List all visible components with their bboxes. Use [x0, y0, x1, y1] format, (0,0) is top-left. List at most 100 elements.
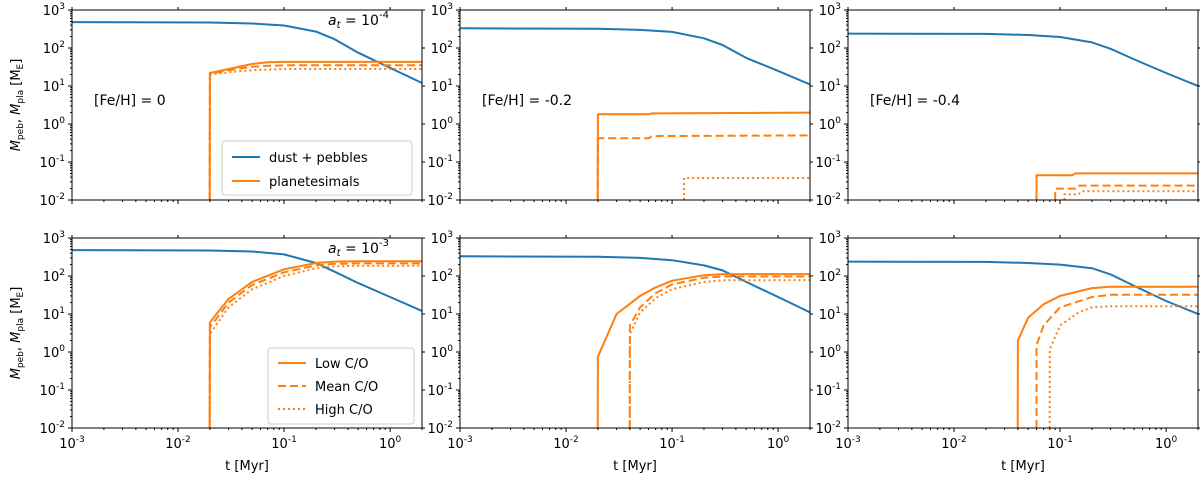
series-group	[460, 27, 810, 200]
y-tick-label: 103	[431, 230, 453, 247]
y-tick-label: 103	[819, 230, 841, 247]
x-tick-label: 10-2	[941, 435, 967, 452]
legend-frame	[267, 347, 415, 425]
legend-label: Low C/O	[315, 357, 368, 372]
x-axis-title: t [Myr]	[225, 459, 269, 474]
series-group	[460, 255, 810, 428]
axis-ticks	[456, 235, 813, 432]
y-tick-label: 101	[431, 306, 453, 323]
series-line-planetesimals-dotted	[208, 264, 422, 428]
series-line-planetesimals-solid	[1035, 172, 1198, 200]
legend-top: dust + pebbles planetesimals	[221, 140, 413, 196]
y-tick-label: 101	[819, 78, 841, 95]
y-tick-label: 10-1	[39, 382, 65, 399]
series-line-planetesimals-solid	[1016, 285, 1198, 428]
y-tick-label: 10-2	[427, 420, 453, 437]
y-tick-label: 102	[43, 268, 65, 285]
y-tick-label: 10-2	[39, 420, 65, 437]
y-tick-label: 10-2	[815, 420, 841, 437]
y-tick-label: 102	[43, 40, 65, 57]
y-tick-label: 100	[43, 344, 66, 361]
legend-frame	[221, 140, 413, 196]
x-tick-label: 10-1	[271, 435, 297, 452]
series-line-dust-solid	[848, 32, 1198, 87]
y-tick-label: 10-2	[815, 192, 841, 209]
legend-bottom: Low C/O Mean C/O High C/O	[267, 347, 415, 425]
series-line-planetesimals-dotted	[683, 177, 810, 200]
y-tick-label: 10-1	[815, 382, 841, 399]
legend-label: dust + pebbles	[269, 151, 368, 166]
axes-frame	[71, 9, 423, 201]
x-tick-label: 10-1	[659, 435, 685, 452]
y-tick-label: 102	[431, 40, 453, 57]
tick-labels: 10-2 10-1 100 101 102 103	[815, 2, 841, 209]
y-tick-label: 100	[431, 344, 454, 361]
y-tick-label: 102	[819, 268, 841, 285]
series-line-planetesimals-dotted	[208, 68, 422, 200]
series-group	[848, 260, 1198, 428]
axes-frame	[847, 9, 1199, 201]
x-tick-label: 10-1	[1047, 435, 1073, 452]
tick-labels: 10-2 10-1 100 101 102 103	[39, 2, 65, 209]
panel-label: [Fe/H] = -0.4	[870, 93, 960, 109]
panel-r0-c1: 10-2 10-1 100 101 102 103 [Fe/H] = -0.2	[427, 2, 813, 209]
series-group	[848, 32, 1198, 200]
series-group	[72, 21, 422, 200]
x-tick-label: 100	[767, 435, 790, 452]
series-line-dust-solid	[460, 27, 810, 86]
x-axis-title: t [Myr]	[1001, 459, 1045, 474]
series-line-planetesimals-dashed	[628, 275, 810, 428]
y-tick-label: 10-1	[815, 154, 841, 171]
y-tick-label: 103	[431, 2, 453, 19]
x-tick-label: 100	[1155, 435, 1178, 452]
series-line-planetesimals-solid	[596, 111, 810, 200]
y-tick-label: 100	[819, 116, 842, 133]
y-tick-label: 10-1	[427, 382, 453, 399]
axes-frame	[71, 237, 423, 429]
axes-frame	[847, 237, 1199, 429]
series-line-planetesimals-dotted	[1048, 305, 1198, 428]
y-axis-title: Mpeb, Mpla [ME]	[9, 287, 26, 380]
tick-labels: 10-2 10-1 100 101 102 103	[427, 2, 453, 209]
panel-r0-c0: 10-2 10-1 100 101 102 103 Mpeb, Mpla [ME] [Fe/H…	[9, 2, 425, 209]
axes-frame	[459, 9, 811, 201]
y-tick-label: 10-2	[39, 192, 65, 209]
y-tick-label: 101	[43, 306, 65, 323]
panel-label: [Fe/H] = 0	[94, 93, 166, 109]
y-tick-label: 10-2	[427, 192, 453, 209]
y-tick-label: 100	[431, 116, 454, 133]
y-tick-label: 101	[43, 78, 65, 95]
y-tick-label: 10-1	[427, 154, 453, 171]
y-tick-label: 10-1	[39, 154, 65, 171]
legend-label: High C/O	[315, 403, 373, 418]
series-line-planetesimals-dashed	[1054, 184, 1198, 200]
panel-r0-c2: 10-2 10-1 100 101 102 103 [Fe/H] = -0.4	[815, 2, 1200, 209]
series-line-planetesimals-dashed	[596, 134, 810, 200]
series-line-planetesimals-solid	[208, 260, 422, 428]
x-tick-label: 100	[379, 435, 402, 452]
x-tick-label: 10-2	[165, 435, 191, 452]
turbulence-annotation: at = 10-4	[328, 10, 389, 31]
series-line-planetesimals-dotted	[628, 279, 810, 428]
y-tick-label: 102	[819, 40, 841, 57]
series-line-planetesimals-dashed	[208, 262, 422, 428]
series-line-planetesimals-solid	[596, 273, 810, 428]
legend-label: Mean C/O	[315, 380, 378, 395]
x-tick-label: 10-3	[447, 435, 473, 452]
panel-label: [Fe/H] = -0.2	[482, 93, 572, 109]
y-tick-label: 100	[819, 344, 842, 361]
turbulence-annotation: at = 10-3	[328, 238, 389, 259]
y-tick-label: 101	[819, 306, 841, 323]
legend-label: planetesimals	[269, 175, 360, 190]
series-line-dust-solid	[72, 249, 422, 312]
y-axis-title: Mpeb, Mpla [ME]	[9, 59, 26, 152]
series-line-dust-solid	[460, 255, 810, 314]
series-line-dust-solid	[848, 260, 1198, 315]
y-tick-label: 103	[43, 230, 65, 247]
